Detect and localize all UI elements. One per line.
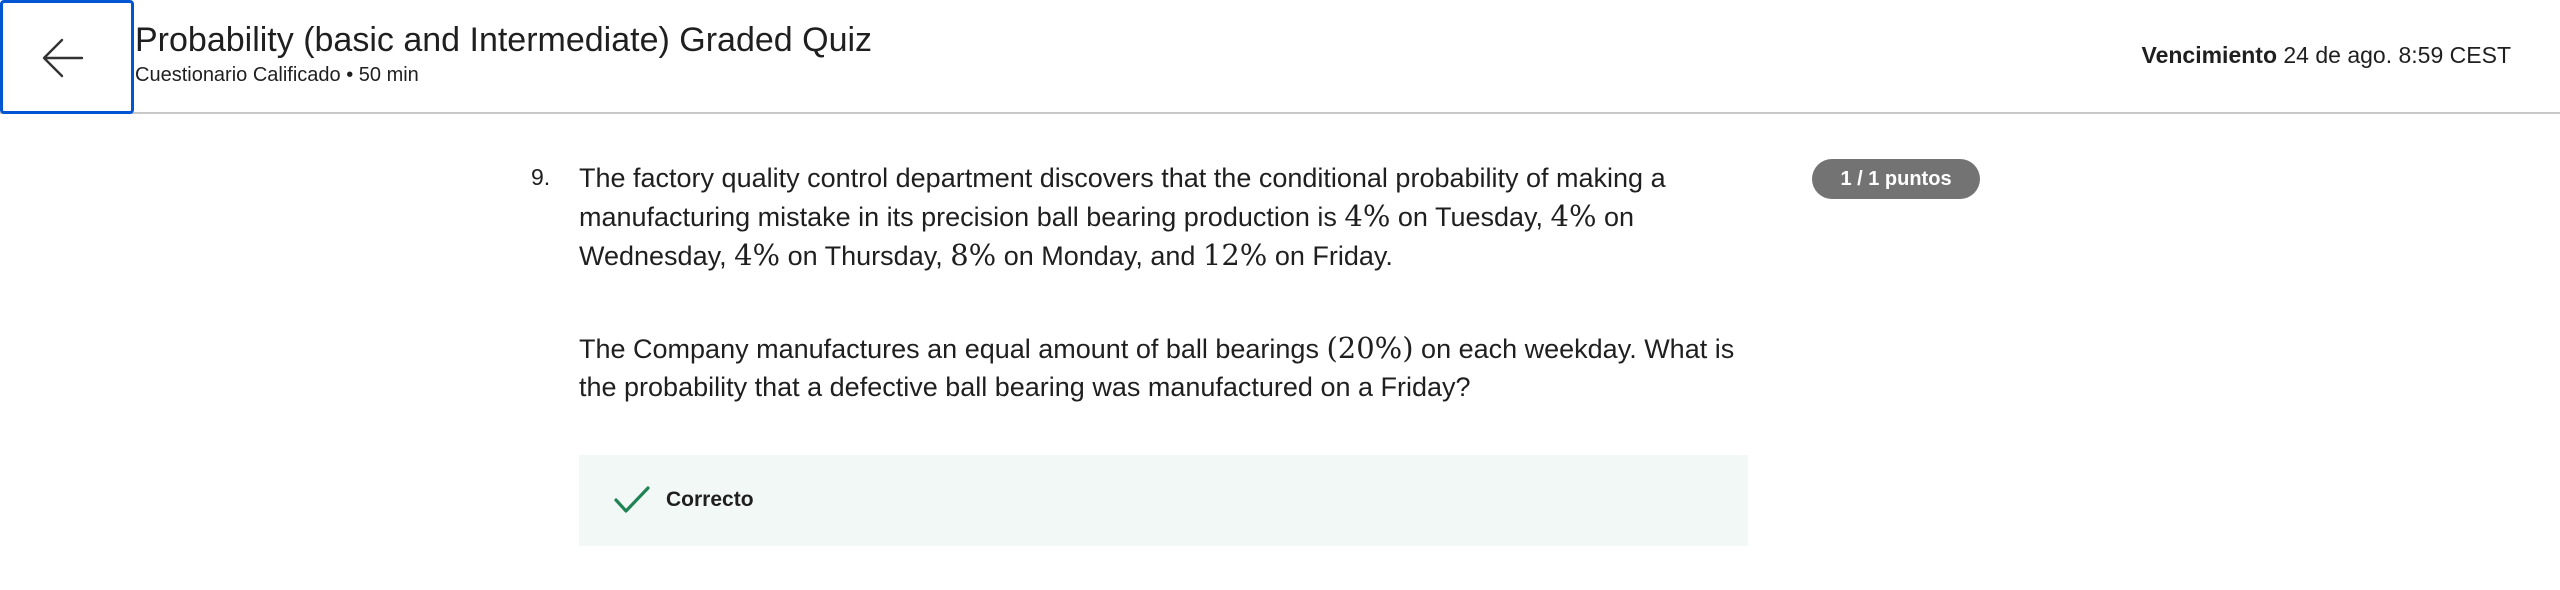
due-date: Vencimiento 24 de ago. 8:59 CEST — [2142, 40, 2511, 70]
question-text: The Company manufactures an equal amount… — [579, 334, 1327, 364]
feedback-label: Correcto — [666, 488, 754, 511]
question-paragraph-1: The factory quality control department d… — [579, 159, 1759, 275]
question-text: on Friday. — [1267, 241, 1393, 271]
question-text: on each weekday. What is the probability… — [579, 334, 1735, 402]
back-button[interactable] — [0, 0, 134, 114]
math-value: 12% — [1202, 238, 1268, 272]
arrow-left-icon — [42, 38, 84, 78]
math-value: 4% — [1344, 199, 1391, 233]
question-text: on Wednesday, — [579, 202, 1635, 271]
due-label: Vencimiento — [2141, 42, 2277, 68]
feedback-box: Correcto — [579, 455, 1748, 546]
checkmark-icon — [614, 486, 650, 513]
page-subtitle: Cuestionario Calificado • 50 min — [135, 64, 419, 86]
question-number: 9. — [531, 164, 551, 190]
question-text: on Thursday, — [780, 241, 951, 271]
quiz-header: Probability (basic and Intermediate) Gra… — [0, 0, 2560, 114]
question-paragraph-2: The Company manufactures an equal amount… — [579, 329, 1759, 406]
math-value: (20%) — [1326, 331, 1414, 365]
math-value: 8% — [950, 238, 997, 272]
question-text: on Monday, and — [996, 241, 1203, 271]
points-badge: 1 / 1 puntos — [1812, 159, 1980, 199]
question-text: on Tuesday, — [1390, 202, 1551, 232]
question-text: The factory quality control department d… — [579, 163, 1666, 232]
due-value: 24 de ago. 8:59 CEST — [2283, 42, 2511, 68]
math-value: 4% — [1550, 199, 1597, 233]
page-title: Probability (basic and Intermediate) Gra… — [135, 21, 873, 59]
math-value: 4% — [734, 238, 781, 272]
